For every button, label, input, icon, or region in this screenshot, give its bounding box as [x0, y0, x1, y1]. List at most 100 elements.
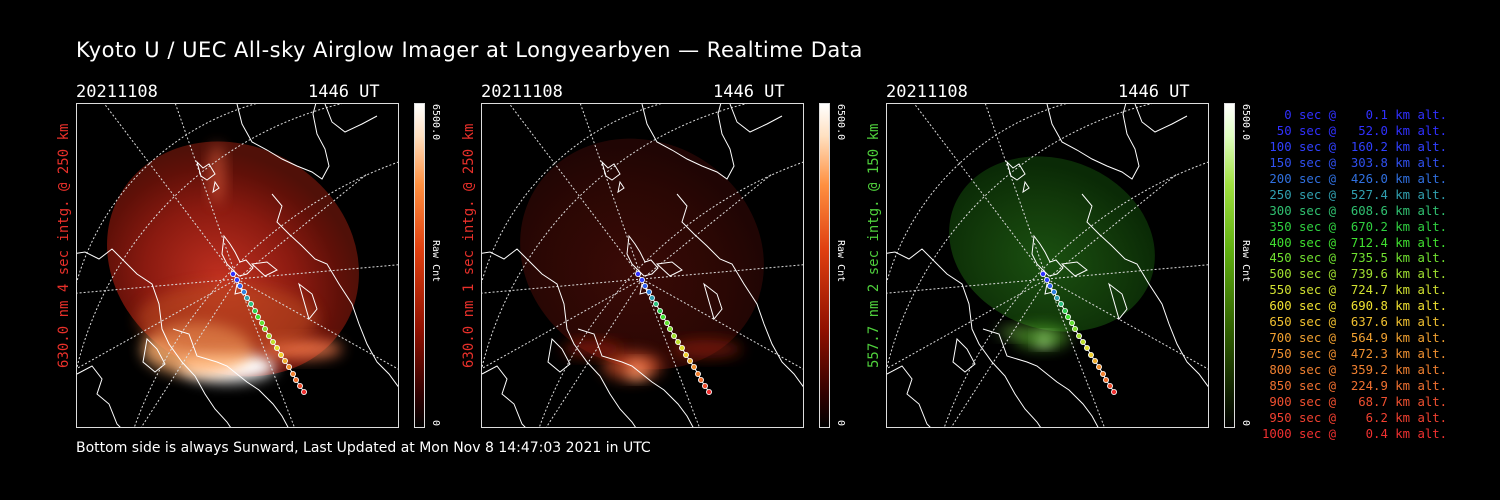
- panel-1-cbar-label: Raw Cnt: [430, 240, 441, 283]
- trajectory-point: [1053, 294, 1060, 301]
- trajectory-point: [1110, 388, 1117, 395]
- trajectory-point: [233, 276, 240, 283]
- trajectory-point: [292, 376, 299, 383]
- page-title: Kyoto U / UEC All-sky Airglow Imager at …: [76, 38, 863, 62]
- trajectory-point: [289, 370, 296, 377]
- trajectory-point: [285, 363, 292, 370]
- panel-3-colorbar: [1224, 103, 1235, 428]
- panel-3-ylabel: 557.7 nm 2 sec intg. @ 150 km: [866, 123, 882, 368]
- panel-3-cbar-label: Raw Cnt: [1240, 240, 1251, 283]
- trajectory-point: [1087, 351, 1094, 358]
- trajectory-point: [1064, 313, 1071, 320]
- panel-3-cbar-max: 6500.0: [1240, 104, 1251, 141]
- trajectory-point: [1075, 332, 1082, 339]
- trajectory-point: [634, 270, 641, 277]
- trajectory-point: [694, 370, 701, 377]
- aurora-emission: [137, 284, 317, 354]
- trajectory-point: [240, 288, 247, 295]
- trajectory-point: [258, 319, 265, 326]
- trajectory: [634, 270, 712, 395]
- trajectory-point: [670, 332, 677, 339]
- panel-2-ut: 1446 UT: [713, 82, 785, 102]
- trajectory-point: [1039, 270, 1046, 277]
- legend-row: 300 sec @ 608.6 km alt.: [1262, 203, 1448, 218]
- panel-1-image: [76, 103, 399, 428]
- legend-row: 350 sec @ 670.2 km alt.: [1262, 219, 1448, 234]
- panel-2-cbar-label: Raw Cnt: [835, 240, 846, 283]
- trajectory-point: [638, 276, 645, 283]
- trajectory-point: [277, 351, 284, 358]
- trajectory-point: [243, 294, 250, 301]
- legend-row: 100 sec @ 160.2 km alt.: [1262, 139, 1448, 154]
- coastline: [887, 104, 1208, 427]
- geo-grid: [887, 104, 1208, 427]
- trajectory-point: [1068, 319, 1075, 326]
- trajectory-point: [261, 325, 268, 332]
- panel-3-cbar-min: 0: [1240, 420, 1251, 427]
- legend-row: 1000 sec @ 0.4 km alt.: [1262, 426, 1448, 441]
- panel-2-date: 20211108: [481, 82, 563, 102]
- trajectory-point: [701, 382, 708, 389]
- trajectory-point: [1079, 338, 1086, 345]
- legend-row: 0 sec @ 0.1 km alt.: [1262, 108, 1448, 122]
- sky-field: [949, 156, 1155, 332]
- coastline: [77, 104, 398, 427]
- trajectory-point: [641, 282, 648, 289]
- panel-2-cbar-max: 6500.0: [835, 104, 846, 141]
- aurora-emission: [998, 326, 1026, 338]
- allsky-image: [887, 104, 1208, 427]
- legend-row: 800 sec @ 359.2 km alt.: [1262, 363, 1448, 377]
- legend-row: 750 sec @ 472.3 km alt.: [1262, 347, 1448, 362]
- trajectory-point: [247, 300, 254, 307]
- trajectory-point: [697, 376, 704, 383]
- legend-row: 650 sec @ 637.6 km alt.: [1262, 315, 1448, 330]
- panel-2-image: [481, 103, 804, 428]
- trajectory-point: [1057, 300, 1064, 307]
- trajectory-point: [690, 363, 697, 370]
- sky-field: [520, 138, 764, 370]
- panel-1-colorbar: [414, 103, 425, 428]
- legend-row: 600 sec @ 690.8 km alt.: [1262, 299, 1448, 314]
- geo-grid: [77, 104, 398, 427]
- trajectory-point: [265, 332, 272, 339]
- panel-2-cbar-min: 0: [835, 420, 846, 427]
- trajectory-point: [656, 307, 663, 314]
- trajectory-point: [236, 282, 243, 289]
- legend-row: 700 sec @ 564.9 km alt.: [1262, 331, 1448, 346]
- panel-1-ut: 1446 UT: [308, 82, 380, 102]
- trajectory-point: [678, 344, 685, 351]
- legend-row: 200 sec @ 426.0 km alt.: [1262, 171, 1448, 186]
- panel-1-cbar-min: 0: [430, 420, 441, 427]
- trajectory-point: [1061, 307, 1068, 314]
- coastline: [482, 104, 803, 427]
- trajectory-point: [645, 288, 652, 295]
- aurora-emission: [562, 341, 622, 357]
- trajectory-point: [1083, 344, 1090, 351]
- trajectory-point: [705, 388, 712, 395]
- footer-status: Bottom side is always Sunward, Last Upda…: [76, 440, 651, 456]
- trajectory-point: [254, 313, 261, 320]
- trajectory-point: [682, 351, 689, 358]
- trajectory-point: [1102, 376, 1109, 383]
- aurora-emission: [1014, 325, 1070, 349]
- allsky-image: [482, 104, 803, 427]
- trajectory-point: [229, 270, 236, 277]
- trajectory: [1039, 270, 1117, 395]
- legend-row: 50 sec @ 52.0 km alt.: [1262, 123, 1448, 138]
- trajectory-point: [1050, 288, 1057, 295]
- legend-row: 900 sec @ 68.7 km alt.: [1262, 394, 1448, 409]
- trajectory-point: [273, 344, 280, 351]
- trajectory-point: [1043, 276, 1050, 283]
- legend-row: 550 sec @ 724.7 km alt.: [1262, 283, 1448, 298]
- trajectory-point: [1091, 357, 1098, 364]
- trajectory-point: [659, 313, 666, 320]
- trajectory-point: [1099, 370, 1106, 377]
- trajectory-legend: 0 sec @ 0.1 km alt. 50 sec @ 52.0 km alt…: [1262, 108, 1448, 443]
- trajectory: [229, 270, 307, 395]
- geo-grid: [482, 104, 803, 427]
- trajectory-point: [652, 300, 659, 307]
- legend-row: 500 sec @ 739.6 km alt.: [1262, 267, 1448, 282]
- panel-1-ylabel: 630.0 nm 4 sec intg. @ 250 km: [56, 123, 72, 368]
- panel-3-ut: 1446 UT: [1118, 82, 1190, 102]
- trajectory-point: [300, 388, 307, 395]
